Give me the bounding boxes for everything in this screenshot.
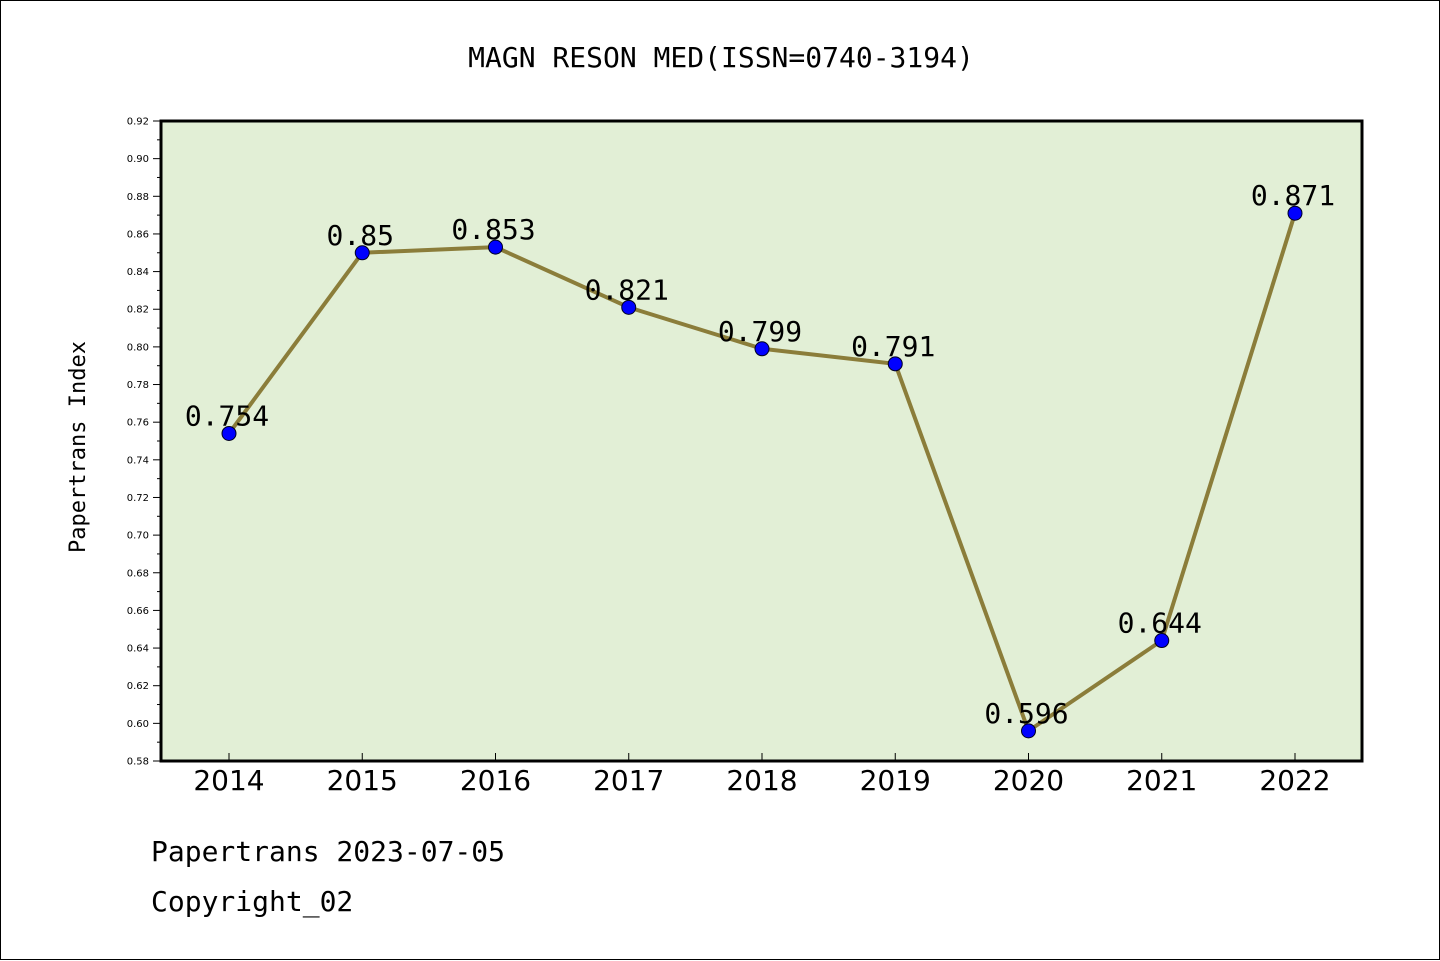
y-tick-label: 0.78 xyxy=(127,380,149,391)
data-label: 0.799 xyxy=(718,315,802,348)
y-tick-label: 0.66 xyxy=(127,606,149,617)
y-tick-label: 0.64 xyxy=(127,644,149,655)
data-point xyxy=(354,245,370,261)
y-axis-ticks: 0.58 0.60 0.62 0.64 0.66 0.68 0.70 0.72 0.74 0.76… xyxy=(127,117,161,768)
x-axis-ticks: 2014 2015 2016 2017 2018 2019 2020 2021 2022 xyxy=(193,753,1331,797)
data-label: 0.821 xyxy=(585,273,669,306)
x-tick-label: 2016 xyxy=(460,764,531,797)
data-point xyxy=(488,239,503,255)
y-tick-label: 0.80 xyxy=(127,342,149,353)
y-tick-label: 0.74 xyxy=(127,455,149,466)
data-point xyxy=(887,356,903,372)
data-point xyxy=(221,425,237,441)
x-tick-label: 2015 xyxy=(327,764,398,797)
y-tick-label: 0.70 xyxy=(127,531,149,542)
y-tick-label: 0.68 xyxy=(127,568,149,579)
x-tick-label: 2018 xyxy=(726,764,797,797)
x-tick-label: 2021 xyxy=(1126,764,1197,797)
data-label: 0.596 xyxy=(984,697,1068,730)
y-tick-label: 0.62 xyxy=(127,681,149,692)
y-tick-label: 0.90 xyxy=(127,154,149,165)
data-point xyxy=(1154,633,1170,649)
y-tick-label: 0.88 xyxy=(127,192,149,203)
data-label: 0.85 xyxy=(327,219,394,252)
data-label: 0.644 xyxy=(1118,607,1202,640)
data-label: 0.853 xyxy=(451,213,535,246)
y-tick-label: 0.86 xyxy=(127,229,149,240)
data-labels: 0.754 0.85 0.853 0.821 0.799 0.791 0.596 0.644 0… xyxy=(185,179,1335,730)
chart-title: MAGN RESON MED(ISSN=0740-3194) xyxy=(468,41,974,74)
y-tick-label: 0.58 xyxy=(127,757,149,768)
x-tick-label: 2014 xyxy=(193,764,264,797)
y-tick-label: 0.84 xyxy=(127,267,149,278)
x-tick-label: 2017 xyxy=(593,764,664,797)
y-tick-label: 0.92 xyxy=(127,117,149,128)
y-axis-label: Papertrans Index xyxy=(66,341,91,553)
data-point xyxy=(621,299,637,315)
data-point xyxy=(1287,205,1303,221)
data-label: 0.791 xyxy=(851,330,935,363)
plot-area xyxy=(159,119,1364,763)
y-tick-label: 0.82 xyxy=(127,305,149,316)
x-tick-label: 2022 xyxy=(1259,764,1330,797)
data-label: 0.871 xyxy=(1251,179,1335,212)
y-tick-label: 0.60 xyxy=(127,719,149,730)
footer-copyright: Copyright_02 xyxy=(151,885,354,918)
data-point xyxy=(1021,723,1036,739)
footer-date: Papertrans 2023-07-05 xyxy=(151,835,506,868)
y-tick-label: 0.76 xyxy=(127,418,149,429)
x-tick-label: 2019 xyxy=(860,764,931,797)
data-point xyxy=(754,341,770,357)
data-markers xyxy=(221,205,1303,739)
y-tick-label: 0.72 xyxy=(127,493,149,504)
data-label: 0.754 xyxy=(185,399,269,432)
x-tick-label: 2020 xyxy=(993,764,1064,797)
